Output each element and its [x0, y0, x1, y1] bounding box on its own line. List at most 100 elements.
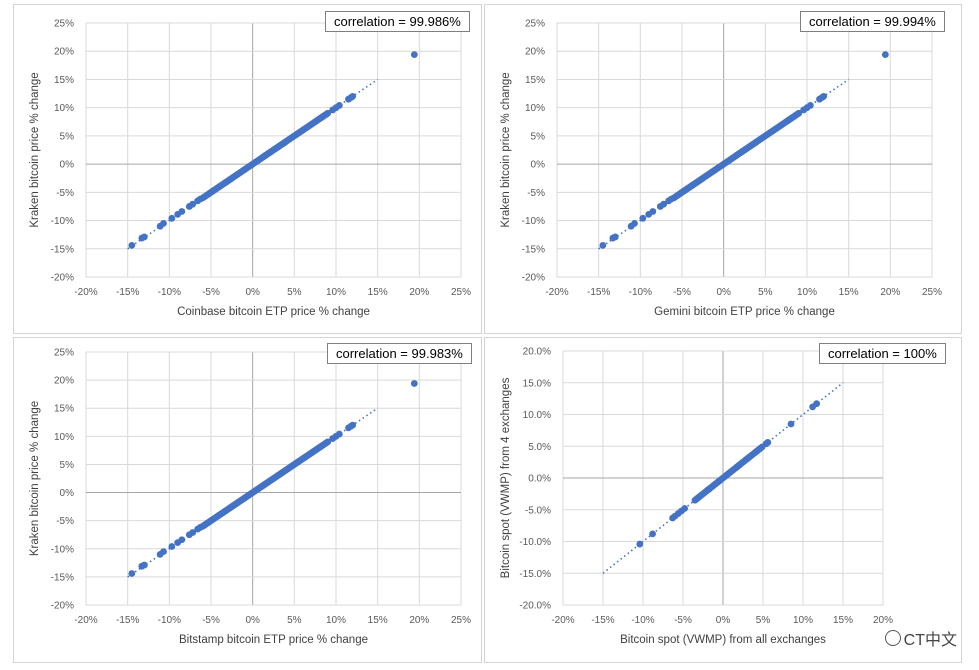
y-tick-label: -15% [51, 572, 74, 583]
data-point [599, 241, 607, 249]
scatter-chart-gemini: -20% -15% -10% -5% 0% 5% 10% 15% 20% 25% 25% 20% 15%… [500, 19, 942, 319]
x-tick-label: 5% [287, 615, 302, 626]
x-tick-label: -20% [545, 287, 568, 298]
data-point [787, 420, 795, 428]
y-tick-label: 25% [525, 19, 545, 30]
y-tick-label: -10% [51, 216, 74, 227]
x-axis-title: Bitstamp bitcoin ETP price % change [179, 634, 368, 646]
x-tick-label: 25% [451, 287, 471, 298]
x-tick-label: -20% [74, 615, 97, 626]
chart-panel-spot: -20% -15% -10% -5% 0% 5% 10% 15% 20% 20.0% 15.0% 10… [484, 337, 962, 663]
x-tick-label: -10% [158, 615, 181, 626]
data-point [335, 102, 343, 109]
x-tick-label: 0% [245, 287, 260, 298]
data-point [196, 195, 204, 203]
data-point [324, 438, 332, 446]
x-tick-label: 10% [797, 287, 817, 298]
x-tick-label: 0% [245, 615, 260, 626]
y-tick-label: -5% [527, 188, 545, 199]
data-point [813, 400, 820, 408]
x-tick-label: 15% [833, 615, 853, 626]
data-point [196, 524, 204, 531]
y-tick-label: -20% [522, 273, 545, 284]
data-point [168, 543, 176, 550]
data-point [639, 214, 647, 222]
y-tick-label: 5% [60, 131, 75, 142]
data-point [631, 219, 638, 227]
y-tick-label: -5.0% [525, 505, 551, 516]
x-tick-label: 10% [326, 287, 346, 298]
scatter-chart-spot: -20% -15% -10% -5% 0% 5% 10% 15% 20% 20.0% 15.0% 10… [500, 347, 893, 647]
data-point [189, 529, 197, 536]
data-point [636, 540, 644, 548]
y-tick-label: 15.0% [523, 378, 551, 389]
data-point [611, 233, 619, 241]
y-tick-label: -10% [51, 544, 74, 555]
correlation-label: correlation = 99.986% [325, 11, 470, 32]
x-tick-label: -20% [551, 615, 574, 626]
y-tick-label: 20% [54, 47, 74, 58]
data-point [160, 548, 167, 555]
data-point [140, 233, 148, 241]
x-tick-label: 20% [409, 287, 429, 298]
y-tick-label: 0% [60, 488, 75, 499]
x-tick-label: 0% [716, 287, 731, 298]
x-tick-label: -15% [591, 615, 614, 626]
x-tick-label: 5% [756, 615, 771, 626]
y-axis-title: Kraken bitcoin price % change [29, 72, 41, 227]
x-tick-label: -5% [202, 615, 220, 626]
y-tick-label: -5% [56, 516, 74, 527]
x-tick-label: -15% [587, 287, 610, 298]
x-tick-label: 15% [368, 615, 388, 626]
correlation-label: correlation = 99.983% [327, 343, 472, 364]
x-tick-label: -5% [673, 287, 691, 298]
data-point [160, 219, 167, 227]
correlation-label: correlation = 100% [819, 343, 946, 364]
watermark: CT中文 [884, 626, 957, 650]
x-tick-label: -10% [631, 615, 654, 626]
x-tick-label: 10% [326, 615, 346, 626]
y-tick-label: 0% [60, 160, 75, 171]
y-tick-label: 15% [54, 75, 74, 86]
y-tick-label: -20% [51, 601, 74, 612]
scatter-chart-coinbase: -20% -15% -10% -5% 0% 5% 10% 15% 20% 25% 25% 20% 15%… [29, 19, 471, 319]
y-tick-label: 20% [525, 47, 545, 58]
y-tick-label: -15% [522, 244, 545, 255]
y-tick-label: 0.0% [528, 474, 551, 485]
data-point [681, 505, 688, 512]
y-tick-label: 5% [60, 460, 75, 471]
x-tick-label: 5% [287, 287, 302, 298]
data-point [764, 439, 772, 446]
data-point [649, 530, 656, 538]
y-axis-title: Bitcoin spot (VWMP) from 4 exchanges [500, 377, 512, 578]
x-tick-label: 10% [793, 615, 813, 626]
y-tick-label: -10% [522, 216, 545, 227]
x-tick-label: 20% [409, 615, 429, 626]
data-point [324, 109, 332, 117]
x-tick-label: 15% [839, 287, 859, 298]
correlation-label: correlation = 99.994% [800, 11, 945, 32]
x-tick-label: 15% [368, 287, 388, 298]
x-tick-label: -20% [74, 287, 97, 298]
x-tick-label: 25% [922, 287, 942, 298]
y-tick-label: 5.0% [528, 442, 551, 453]
y-tick-label: -20.0% [519, 601, 551, 612]
data-point [128, 241, 136, 249]
y-axis-title: Kraken bitcoin price % change [500, 72, 512, 227]
data-point [410, 51, 418, 59]
data-point [649, 208, 657, 215]
y-tick-label: 10% [54, 103, 74, 114]
y-tick-label: -20% [51, 273, 74, 284]
y-tick-label: 25% [54, 348, 74, 359]
data-point [410, 380, 418, 387]
y-axis-title: Kraken bitcoin price % change [29, 401, 41, 556]
x-axis-title: Gemini bitcoin ETP price % change [654, 306, 835, 318]
x-tick-label: -5% [202, 287, 220, 298]
y-tick-label: -10.0% [519, 537, 551, 548]
data-point [795, 109, 803, 117]
chart-panel-coinbase: -20% -15% -10% -5% 0% 5% 10% 15% 20% 25% 25% 20% 15%… [13, 4, 482, 334]
data-point [349, 421, 357, 429]
chart-panel-bitstamp: -20% -15% -10% -5% 0% 5% 10% 15% 20% 25% 25% 20% 15%… [13, 337, 482, 663]
y-tick-label: 15% [54, 404, 74, 415]
x-tick-label: 20% [880, 287, 900, 298]
